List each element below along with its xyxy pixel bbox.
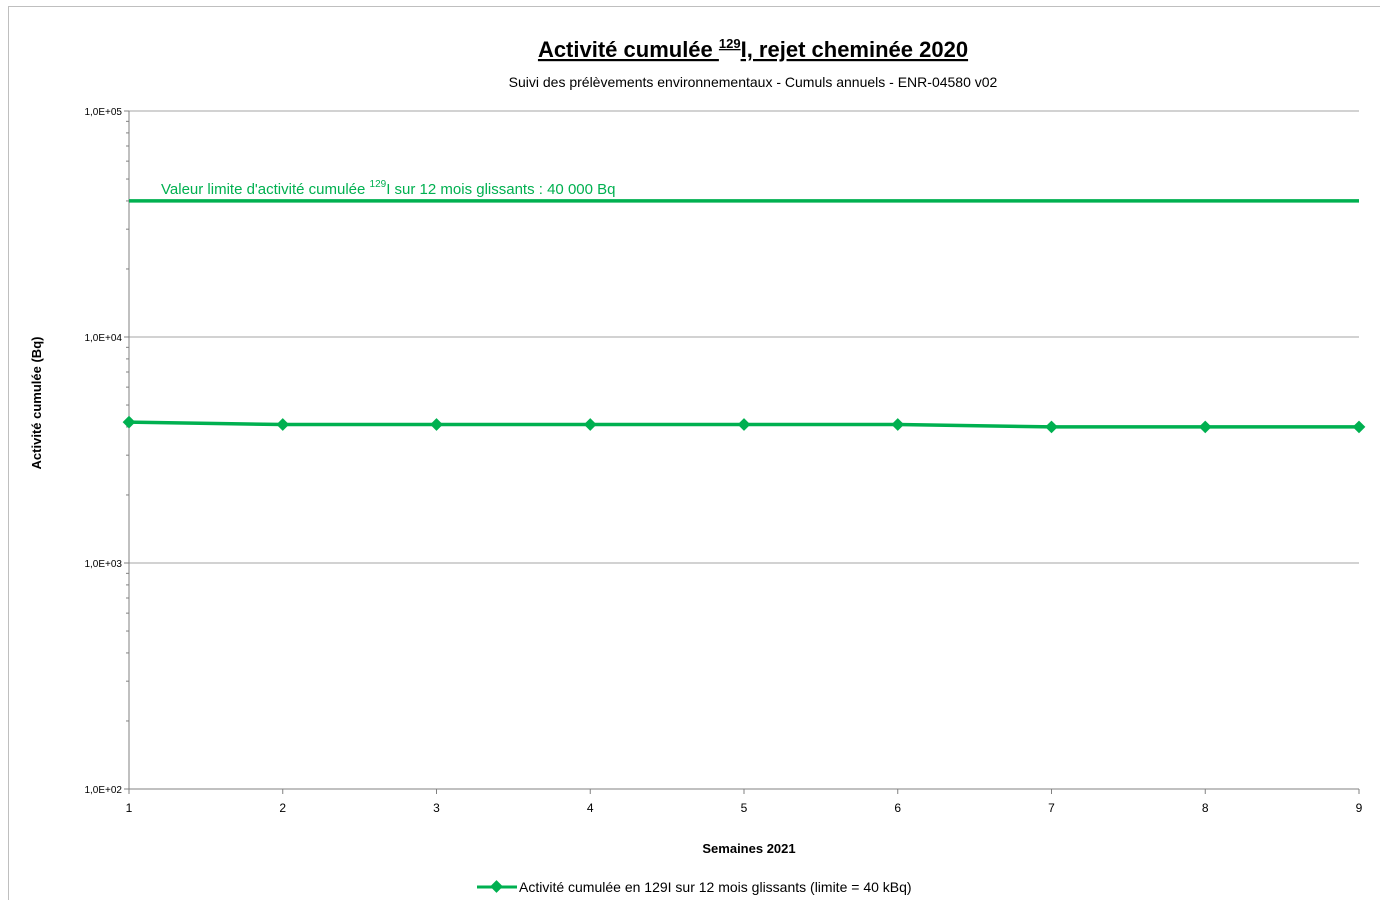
data-point [891, 418, 905, 431]
axes-layer: 1,0E+02 1,0E+03 1,0E+04 1,0E+05 1 2 3 4 5 6 7 8 9 [84, 107, 1362, 815]
limit-layer: Valeur limite d'activité cumulée 129I su… [129, 179, 1359, 203]
x-tick-label: 5 [741, 801, 748, 815]
series-layer [122, 415, 1366, 434]
x-tick-label: 9 [1356, 801, 1363, 815]
x-tick-label: 3 [433, 801, 440, 815]
x-axis-title: Semaines 2021 [702, 841, 795, 856]
y-tick-label: 1,0E+03 [84, 559, 122, 570]
chart-subtitle: Suivi des prélèvements environnementaux … [509, 74, 998, 90]
data-point [583, 418, 597, 431]
x-tick-label: 2 [279, 801, 286, 815]
data-point [1045, 420, 1058, 434]
data-point [1198, 420, 1212, 434]
y-axis-title: Activité cumulée (Bq) [29, 337, 44, 470]
limit-line-label: Valeur limite d'activité cumulée 129I su… [161, 179, 616, 198]
data-point [122, 415, 136, 429]
x-tick-label: 4 [587, 801, 594, 815]
x-tick-label: 8 [1202, 801, 1209, 815]
data-point [737, 418, 751, 431]
x-tick-label: 6 [894, 801, 901, 815]
chart-frame: Activité cumulée 129I, rejet cheminée 20… [8, 6, 1380, 900]
data-point [276, 418, 290, 431]
chart-title: Activité cumulée 129I, rejet cheminée 20… [538, 36, 968, 62]
x-tick-label: 1 [126, 801, 133, 815]
legend: Activité cumulée en 129I sur 12 mois gli… [477, 879, 912, 895]
y-tick-label: 1,0E+04 [84, 333, 122, 344]
legend-label: Activité cumulée en 129I sur 12 mois gli… [519, 879, 912, 895]
y-tick-label: 1,0E+02 [84, 785, 122, 796]
data-point [430, 418, 443, 431]
grid-layer [129, 110, 1359, 564]
legend-marker [490, 880, 503, 893]
chart-svg: Activité cumulée 129I, rejet cheminée 20… [29, 36, 1366, 895]
x-tick-label: 7 [1048, 801, 1055, 815]
y-tick-label: 1,0E+05 [84, 107, 122, 118]
data-point [1352, 420, 1366, 434]
